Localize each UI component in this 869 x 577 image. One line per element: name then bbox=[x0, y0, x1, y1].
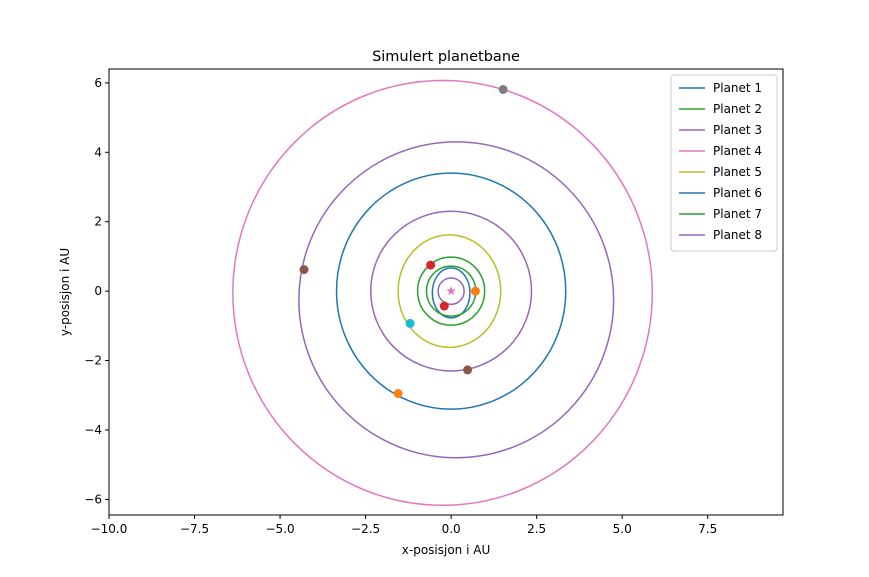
y-tick-label: 2 bbox=[94, 215, 102, 229]
planet-marker-4 bbox=[498, 84, 508, 94]
x-tick-label: −7.5 bbox=[180, 522, 209, 536]
x-tick-label: −2.5 bbox=[351, 522, 380, 536]
legend-label: Planet 5 bbox=[713, 165, 762, 179]
legend-label: Planet 3 bbox=[713, 123, 762, 137]
plot-frame bbox=[108, 68, 784, 516]
orbit-1 bbox=[431, 267, 471, 319]
orbit-6 bbox=[335, 172, 567, 410]
planet-marker-5 bbox=[405, 318, 415, 328]
planet-marker-6 bbox=[393, 389, 403, 399]
x-tick-label: 0.0 bbox=[442, 522, 461, 536]
star-icon bbox=[446, 286, 456, 296]
planet-marker-9 bbox=[463, 365, 473, 375]
legend-label: Planet 2 bbox=[713, 102, 762, 116]
legend-label: Planet 4 bbox=[713, 144, 762, 158]
y-tick-label: −6 bbox=[84, 492, 102, 506]
y-axis-title: y-posisjon i AU bbox=[58, 248, 72, 336]
orbit-7 bbox=[416, 256, 486, 326]
y-tick-label: −4 bbox=[84, 423, 102, 437]
orbit-4 bbox=[232, 79, 654, 507]
planet-marker-group bbox=[299, 84, 508, 399]
y-tick-label: −2 bbox=[84, 354, 102, 368]
planet-marker-1 bbox=[439, 301, 449, 311]
x-tick-label: 7.5 bbox=[698, 522, 717, 536]
chart-title: Simulert planetbane bbox=[372, 49, 520, 65]
x-tick-label: 2.5 bbox=[527, 522, 546, 536]
legend-label: Planet 1 bbox=[713, 81, 762, 95]
orbit-8 bbox=[298, 141, 615, 459]
legend-label: Planet 8 bbox=[713, 228, 762, 242]
legend-label: Planet 7 bbox=[713, 207, 762, 221]
orbit-9 bbox=[369, 210, 533, 372]
planet-marker-8 bbox=[299, 265, 309, 275]
planet-marker-7 bbox=[426, 260, 436, 270]
legend-box bbox=[670, 74, 778, 252]
orbit-group bbox=[232, 79, 654, 507]
legend-label: Planet 6 bbox=[713, 186, 762, 200]
x-tick-label: 5.0 bbox=[613, 522, 632, 536]
y-tick-label: 6 bbox=[94, 76, 102, 90]
y-tick-label: 0 bbox=[94, 284, 102, 298]
x-tick-label: −10.0 bbox=[91, 522, 128, 536]
orbit-5 bbox=[397, 234, 502, 349]
x-axis-title: x-posisjon i AU bbox=[402, 543, 490, 557]
legend: Planet 1 Planet 2 Planet 3 Planet 4 Planet 5… bbox=[670, 74, 778, 252]
y-tick-label: 4 bbox=[94, 145, 102, 159]
orbit-3 bbox=[437, 277, 465, 306]
x-tick-label: −5.0 bbox=[265, 522, 294, 536]
axes-group: −10.0 −7.5 −5.0 −2.5 0.0 2.5 5.0 7.5 −6 −4 −2 0 2 4 6 bbox=[84, 76, 717, 536]
planet-marker-2 bbox=[470, 286, 480, 296]
